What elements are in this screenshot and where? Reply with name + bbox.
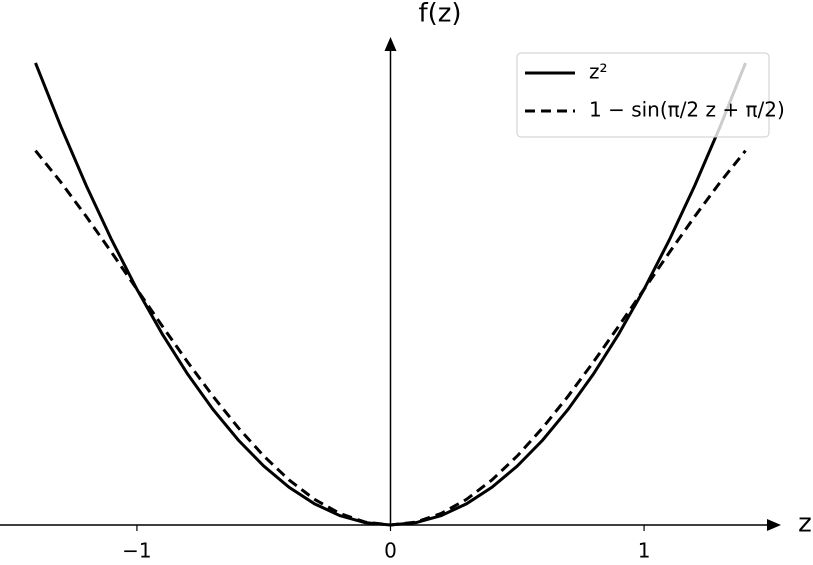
x-tick-label: −1 [122,539,151,563]
legend-label: 1 − sin(π/2 z + π/2) [589,98,785,122]
y-axis-label: f(z) [418,0,461,29]
line-series [34,149,747,527]
x-tick-label: 1 [638,539,651,563]
x-axis-arrow [767,519,781,531]
legend-label: z² [589,60,608,84]
y-axis-arrow [384,37,397,51]
x-tick-label: 0 [384,539,397,563]
legend-box [516,52,770,138]
x-axis-label: z [798,509,812,539]
